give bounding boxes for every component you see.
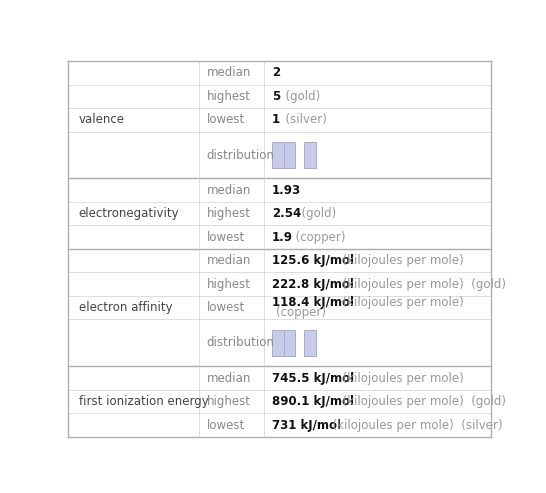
Text: (kilojoules per mole)  (silver): (kilojoules per mole) (silver) (325, 419, 503, 432)
Text: 5: 5 (272, 90, 280, 103)
Text: (silver): (silver) (278, 113, 327, 126)
Bar (272, 142, 283, 168)
Text: 1.93: 1.93 (272, 184, 301, 197)
Text: 2.54: 2.54 (272, 207, 301, 220)
Text: 2: 2 (272, 66, 280, 79)
Text: (copper): (copper) (288, 231, 346, 244)
Text: (kilojoules per mole)  (gold): (kilojoules per mole) (gold) (335, 395, 506, 408)
Bar (304, 330, 316, 356)
Text: median: median (206, 254, 251, 267)
Text: median: median (206, 66, 251, 79)
Text: median: median (206, 184, 251, 197)
Bar (283, 142, 295, 168)
Text: 125.6 kJ/mol: 125.6 kJ/mol (272, 254, 354, 267)
Text: lowest: lowest (206, 113, 245, 126)
Bar (304, 142, 316, 168)
Text: 745.5 kJ/mol: 745.5 kJ/mol (272, 372, 354, 385)
Text: (kilojoules per mole)  (gold): (kilojoules per mole) (gold) (335, 278, 506, 291)
Text: (kilojoules per mole): (kilojoules per mole) (335, 372, 464, 385)
Bar (272, 330, 283, 356)
Bar (283, 330, 295, 356)
Text: 1.9: 1.9 (272, 231, 293, 244)
Text: 222.8 kJ/mol: 222.8 kJ/mol (272, 278, 354, 291)
Text: distribution: distribution (206, 148, 274, 162)
Text: (copper): (copper) (276, 306, 326, 319)
Text: highest: highest (206, 395, 251, 408)
Text: highest: highest (206, 278, 251, 291)
Text: electron affinity: electron affinity (79, 301, 173, 314)
Text: (kilojoules per mole): (kilojoules per mole) (335, 254, 464, 267)
Text: 118.4 kJ/mol: 118.4 kJ/mol (272, 296, 354, 309)
Text: 1: 1 (272, 113, 280, 126)
Text: median: median (206, 372, 251, 385)
Text: highest: highest (206, 90, 251, 103)
Text: 890.1 kJ/mol: 890.1 kJ/mol (272, 395, 354, 408)
Text: first ionization energy: first ionization energy (79, 395, 209, 408)
Text: electronegativity: electronegativity (79, 207, 179, 220)
Text: highest: highest (206, 207, 251, 220)
Text: valence: valence (79, 113, 124, 126)
Text: lowest: lowest (206, 301, 245, 314)
Text: distribution: distribution (206, 336, 274, 350)
Text: (gold): (gold) (294, 207, 337, 220)
Text: lowest: lowest (206, 231, 245, 244)
Text: (gold): (gold) (278, 90, 321, 103)
Text: (kilojoules per mole): (kilojoules per mole) (335, 296, 464, 309)
Text: lowest: lowest (206, 419, 245, 432)
Text: 731 kJ/mol: 731 kJ/mol (272, 419, 341, 432)
